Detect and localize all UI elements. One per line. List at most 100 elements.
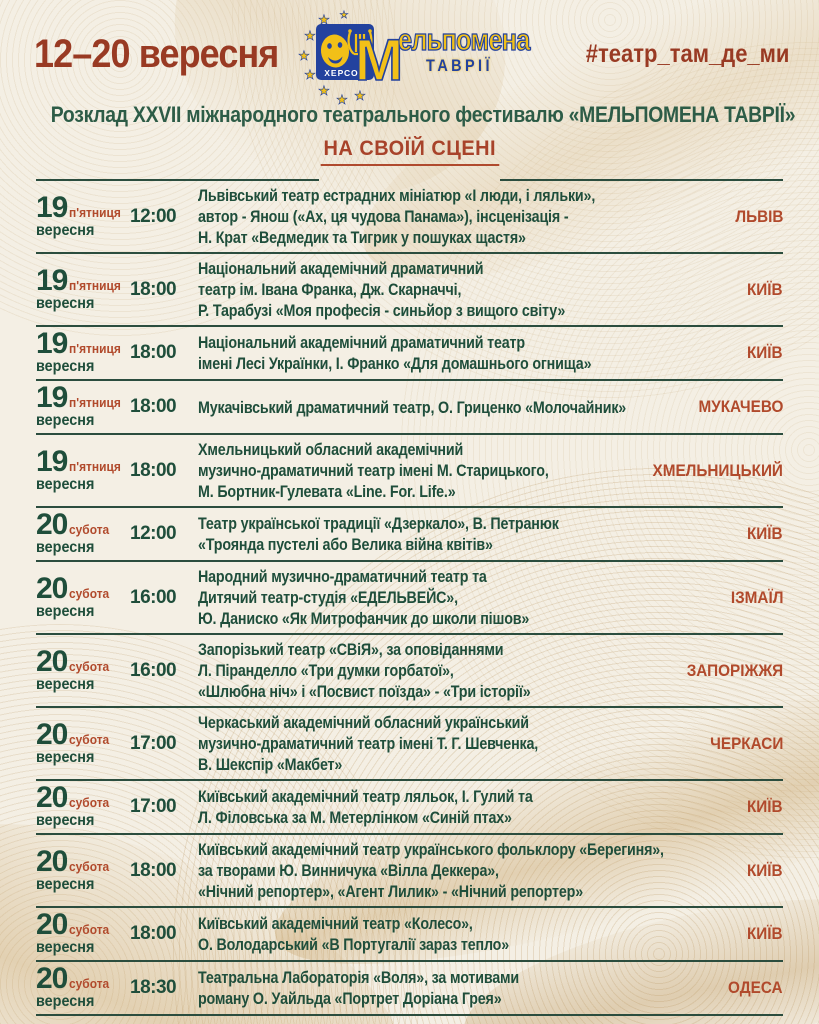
date-line: 19 п'ятниця — [36, 381, 124, 414]
event-description: Черкаський академічний обласний українсь… — [198, 713, 539, 774]
date-cell: 19 п'ятниця вересня — [36, 263, 124, 312]
festival-logo: ★ ★ ★ ★ ★ ★ ★ ★ — [297, 10, 558, 109]
star-icon: ★ — [354, 89, 366, 104]
weekday-label: п'ятниця — [69, 277, 122, 293]
event-description: Київський академічний театр «Колесо», О.… — [198, 914, 510, 954]
date-line: 19 п'ятниця — [36, 263, 124, 297]
event-city: КИЇВ — [747, 924, 783, 943]
weekday-label: п'ятниця — [69, 204, 122, 220]
logo-subname: ТАВРІЇ — [425, 56, 493, 75]
page-title: Розклад XXVII міжнародного театрального … — [0, 102, 819, 128]
date-cell: 19 п'ятниця вересня — [36, 446, 124, 493]
event-description: Національний академічний драматичний теа… — [198, 259, 566, 320]
schedule-row: 19 п'ятниця вересня 18:00 Національний а… — [36, 254, 783, 327]
month-label: вересня — [36, 812, 95, 829]
event-description: Київський академічний театр українського… — [198, 840, 664, 901]
event-time: 12:00 — [130, 205, 177, 227]
day-number: 20 — [36, 844, 68, 878]
schedule-row: 20 субота вересня 18:00 Київський академ… — [36, 908, 783, 962]
star-icon: ★ — [304, 68, 316, 83]
month-label: вересня — [36, 993, 95, 1010]
date-cell: 20 субота вересня — [36, 844, 124, 893]
date-line: 20 субота — [36, 844, 124, 878]
date-range: 12–20 вересня — [34, 32, 279, 76]
schedule-row: 19 п'ятниця вересня 12:00 Львівський теа… — [36, 181, 783, 254]
event-city: ЛЬВІВ — [734, 206, 783, 226]
day-number: 20 — [36, 571, 68, 605]
subtitle: НА СВОЇЙ СЦЕНІ — [320, 137, 499, 166]
logo-emblem: ★ ★ ★ ★ ★ ★ ★ ★ — [297, 10, 403, 109]
logo-initial: М — [354, 28, 402, 93]
month-label: вересня — [36, 875, 95, 893]
event-city: ОДЕСА — [728, 978, 783, 997]
hashtag: #театр_там_де_ми — [585, 40, 790, 68]
event-city: ЧЕРКАСИ — [709, 733, 783, 753]
event-time: 16:00 — [130, 586, 177, 608]
date-line: 20 субота — [36, 717, 124, 751]
date-line: 19 п'ятниця — [36, 329, 124, 359]
weekday-label: субота — [69, 658, 110, 674]
schedule-row: 20 субота вересня 17:00 Черкаський акаде… — [36, 708, 783, 781]
event-time: 18:00 — [130, 459, 177, 481]
theater-mask-icon — [320, 34, 349, 68]
day-number: 19 — [36, 381, 68, 414]
day-number: 20 — [36, 717, 68, 751]
date-cell: 20 субота вересня — [36, 783, 124, 829]
date-line: 20 субота — [36, 571, 124, 605]
table-top-rule — [0, 179, 819, 181]
schedule-row: 19 п'ятниця вересня 18:00 Хмельницький о… — [36, 435, 783, 508]
star-icon: ★ — [298, 49, 310, 64]
logo-wordmark: ельпомена ТАВРІЇ — [397, 10, 558, 76]
date-line: 20 субота — [36, 646, 124, 676]
schedule-row: 20 субота вересня 17:00 Київський академ… — [36, 781, 783, 835]
weekday-label: п'ятниця — [69, 458, 122, 474]
schedule-table: 19 п'ятниця вересня 12:00 Львівський теа… — [0, 181, 819, 1016]
date-line: 20 субота — [36, 962, 124, 995]
weekday-label: п'ятниця — [69, 395, 122, 410]
event-city: КИЇВ — [747, 797, 783, 816]
day-number: 20 — [36, 962, 68, 995]
weekday-label: субота — [69, 922, 110, 937]
date-cell: 19 п'ятниця вересня — [36, 381, 124, 429]
month-label: вересня — [36, 475, 95, 493]
weekday-label: субота — [69, 522, 110, 537]
event-city: КИЇВ — [747, 524, 783, 543]
date-line: 19 п'ятниця — [36, 446, 124, 476]
event-city: КИЇВ — [747, 860, 783, 880]
event-description: Народний музично-драматичний театр та Ди… — [198, 567, 530, 628]
event-city: ХМЕЛЬНИЦЬКИЙ — [652, 460, 783, 480]
lyre-icon — [347, 29, 373, 56]
month-label: вересня — [36, 294, 95, 312]
event-city: ЗАПОРІЖЖЯ — [686, 660, 783, 680]
event-time: 17:00 — [130, 732, 177, 754]
date-cell: 20 субота вересня — [36, 717, 124, 766]
day-number: 19 — [36, 263, 68, 297]
subtitle-wrap: НА СВОЇЙ СЦЕНІ — [0, 137, 819, 166]
date-cell: 20 субота вересня — [36, 646, 124, 693]
event-time: 12:00 — [130, 523, 177, 544]
schedule-row: 19 п'ятниця вересня 18:00 Національний а… — [36, 327, 783, 381]
date-cell: 20 субота вересня — [36, 510, 124, 556]
schedule-row: 20 субота вересня 16:00 Запорізький теат… — [36, 635, 783, 708]
weekday-label: субота — [69, 731, 110, 747]
weekday-label: субота — [69, 585, 110, 601]
event-time: 18:00 — [130, 278, 177, 300]
day-number: 20 — [36, 908, 68, 941]
event-city: МУКАЧЕВО — [697, 397, 783, 416]
schedule-row: 20 субота вересня 16:00 Народний музично… — [36, 562, 783, 635]
month-label: вересня — [36, 221, 95, 239]
date-cell: 19 п'ятниця вересня — [36, 192, 124, 239]
month-label: вересня — [36, 358, 95, 375]
weekday-label: субота — [69, 858, 110, 874]
logo-name: ельпомена — [397, 22, 530, 57]
schedule-row: 20 субота вересня 12:00 Театр українсько… — [36, 508, 783, 562]
star-icon: ★ — [339, 10, 348, 21]
event-description: Запорізький театр «СВіЯ», за оповіданням… — [198, 640, 531, 701]
header: 12–20 вересня ★ ★ ★ ★ ★ ★ ★ ★ — [0, 0, 819, 109]
weekday-label: субота — [69, 976, 110, 991]
event-description: Хмельницький обласний академічний музичн… — [198, 440, 549, 501]
event-time: 17:00 — [130, 796, 177, 817]
month-label: вересня — [36, 602, 95, 620]
event-time: 16:00 — [130, 659, 177, 681]
